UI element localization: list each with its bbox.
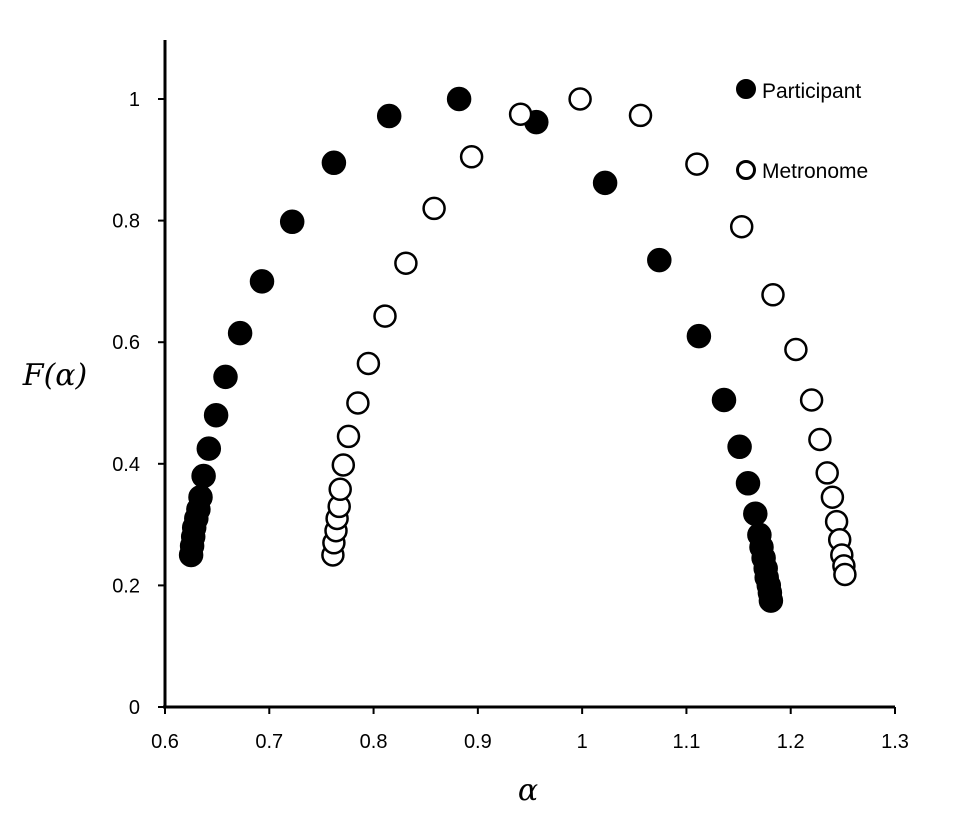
metronome-point xyxy=(356,351,381,376)
metronome-point xyxy=(761,283,785,307)
legend-marker-metronome xyxy=(736,160,756,180)
x-tick-label: 0.9 xyxy=(464,731,492,753)
participant-point xyxy=(592,170,618,196)
x-tick-label: 1.2 xyxy=(777,731,805,753)
participant-point xyxy=(758,588,784,613)
metronome-point xyxy=(628,103,653,128)
x-tick-label: 1.1 xyxy=(673,731,701,753)
metronome-point xyxy=(508,102,533,126)
metronome-point xyxy=(815,461,839,485)
metronome-point xyxy=(799,388,824,412)
participant-point xyxy=(203,402,229,428)
metronome-point xyxy=(820,485,845,509)
x-axis-title: α xyxy=(518,773,538,808)
participant-point xyxy=(321,150,347,176)
y-tick-label: 0.2 xyxy=(112,575,140,597)
participant-point xyxy=(446,86,472,112)
participant-point xyxy=(188,484,213,510)
metronome-point xyxy=(833,562,857,587)
metronome-point xyxy=(346,391,370,415)
participant-point xyxy=(743,501,768,526)
metronome-point xyxy=(568,87,592,111)
y-tick-label: 0.8 xyxy=(112,211,140,233)
legend-marker-participant xyxy=(736,79,756,99)
metronome-point xyxy=(336,424,361,449)
participant-point xyxy=(191,463,216,489)
legend-label-participant: Participant xyxy=(762,80,861,103)
x-tick-label: 0.6 xyxy=(151,731,179,753)
metronome-point xyxy=(328,477,352,502)
x-tick-label: 1 xyxy=(577,731,588,753)
series-layer xyxy=(178,86,857,613)
x-tick-label: 0.8 xyxy=(360,731,388,753)
legend-label-metronome: Metronome xyxy=(762,160,868,183)
series-participant xyxy=(178,86,784,613)
participant-point xyxy=(686,323,712,349)
y-tick-label: 1 xyxy=(129,89,140,111)
metronome-point xyxy=(808,427,832,452)
series-metronome xyxy=(321,87,857,587)
x-tick-label: 1.3 xyxy=(881,731,909,753)
participant-point xyxy=(735,471,761,496)
participant-point xyxy=(376,103,402,129)
metronome-point xyxy=(422,196,446,221)
participant-point xyxy=(213,364,238,390)
legend-item-participant: Participant xyxy=(736,79,861,103)
y-ticks: 0 0.2 0.4 0.6 0.8 1 xyxy=(112,89,165,719)
metronome-point xyxy=(394,251,418,275)
y-tick-label: 0 xyxy=(129,697,140,719)
participant-point xyxy=(647,247,672,273)
participant-point xyxy=(249,269,275,294)
y-axis-title: F(α) xyxy=(22,358,87,393)
legend-item-metronome: Metronome xyxy=(736,160,868,183)
metronome-point xyxy=(685,152,709,176)
participant-point xyxy=(711,387,737,413)
participant-point xyxy=(227,320,253,346)
participant-point xyxy=(727,434,752,460)
metronome-point xyxy=(331,453,356,477)
plot-area: 0 0.2 0.4 0.6 0.8 1 0.6 0.7 0.8 0.9 1 1.1 1.2 1.3 xyxy=(112,40,909,753)
participant-point xyxy=(196,436,222,461)
metronome-point xyxy=(729,214,754,239)
legend: Participant Metronome xyxy=(736,79,868,183)
y-tick-label: 0.6 xyxy=(112,332,140,354)
metronome-point xyxy=(459,145,484,169)
y-tick-label: 0.4 xyxy=(112,454,140,476)
x-ticks: 0.6 0.7 0.8 0.9 1 1.1 1.2 1.3 xyxy=(151,707,909,753)
participant-point xyxy=(279,209,305,235)
metronome-point xyxy=(784,337,808,362)
metronome-point xyxy=(373,304,397,328)
x-tick-label: 0.7 xyxy=(255,731,283,753)
